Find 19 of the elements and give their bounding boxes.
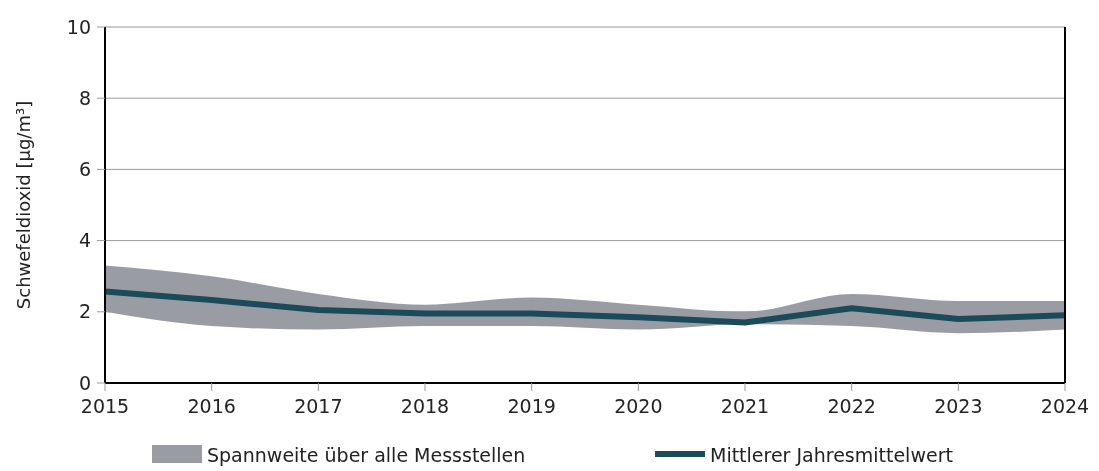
legend-label: Mittlerer Jahresmittelwert	[710, 443, 953, 466]
x-tick-label: 2019	[507, 395, 556, 417]
y-tick-label: 10	[66, 15, 91, 38]
x-tick-label: 2018	[400, 395, 450, 417]
x-tick-label: 2023	[934, 395, 983, 417]
x-tick-label: 2015	[80, 395, 130, 417]
y-tick-label: 4	[78, 229, 91, 252]
x-tick-label: 2021	[720, 395, 770, 417]
x-tick-label: 2017	[294, 395, 343, 417]
y-axis-title: Schwefeldioxid [µg/m³]	[13, 100, 34, 310]
y-tick-label: 2	[78, 300, 91, 323]
y-tick-label: 8	[78, 86, 91, 109]
text: Spannweite über alle Messstellen	[207, 443, 526, 466]
x-tick-label: 2020	[614, 395, 663, 417]
y-tick-label: 0	[78, 371, 91, 394]
x-tick-label: 2016	[187, 395, 236, 417]
x-tick-label: 2022	[827, 395, 876, 417]
y-tick-label: 6	[78, 158, 91, 181]
x-tick-label: 2024	[1040, 395, 1090, 417]
